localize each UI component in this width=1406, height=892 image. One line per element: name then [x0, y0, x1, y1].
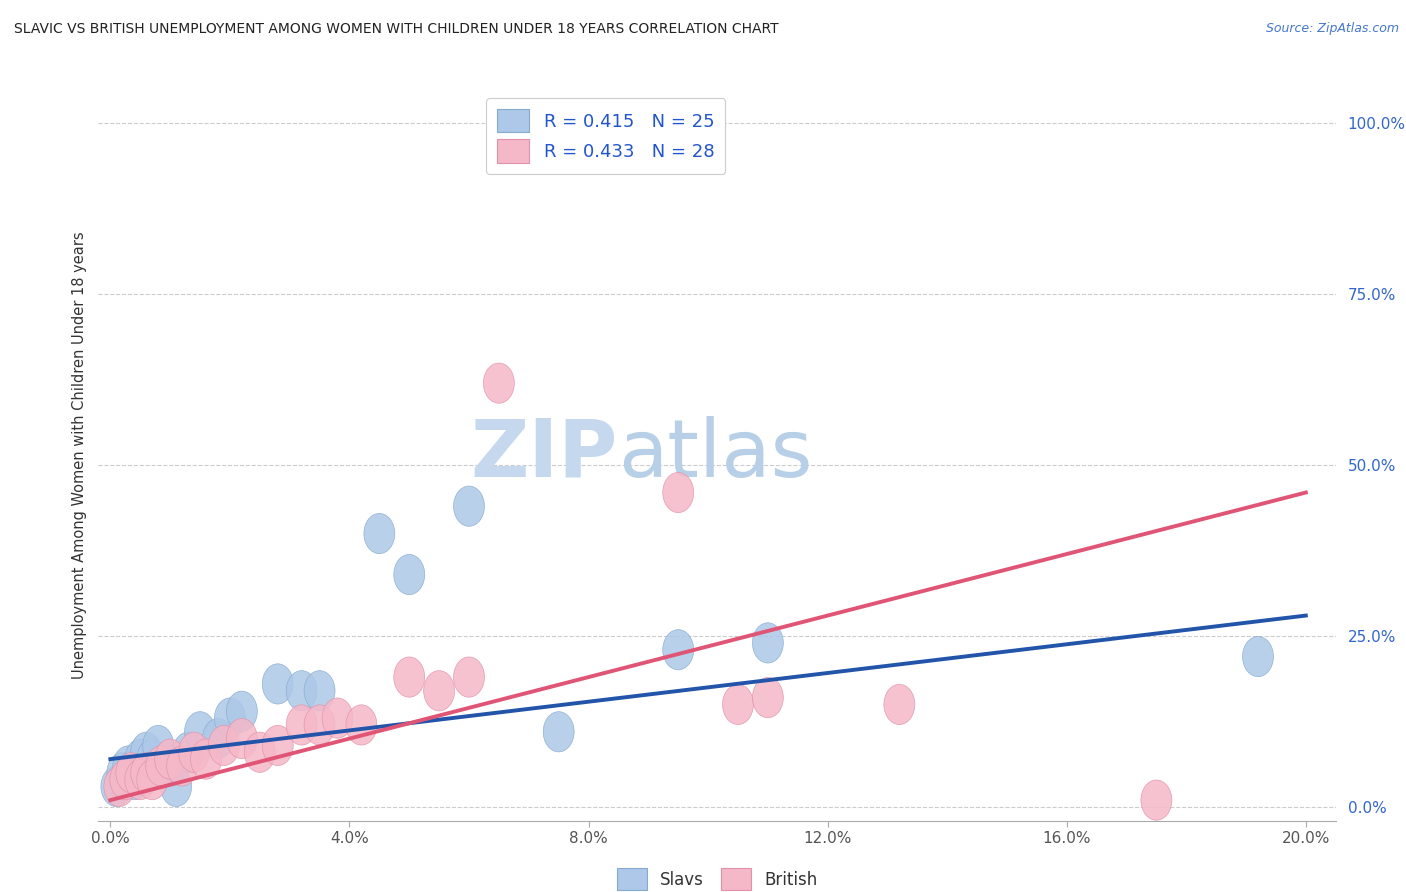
Ellipse shape: [394, 555, 425, 595]
Ellipse shape: [125, 759, 156, 800]
Ellipse shape: [394, 657, 425, 698]
Ellipse shape: [115, 753, 146, 793]
Ellipse shape: [160, 766, 191, 806]
Ellipse shape: [215, 698, 246, 739]
Ellipse shape: [107, 753, 138, 793]
Text: atlas: atlas: [619, 416, 813, 494]
Ellipse shape: [723, 684, 754, 724]
Ellipse shape: [346, 705, 377, 745]
Ellipse shape: [1140, 780, 1171, 821]
Ellipse shape: [752, 678, 783, 718]
Ellipse shape: [662, 630, 693, 670]
Ellipse shape: [423, 671, 454, 711]
Ellipse shape: [104, 766, 135, 806]
Ellipse shape: [112, 746, 143, 786]
Ellipse shape: [304, 705, 335, 745]
Ellipse shape: [304, 671, 335, 711]
Ellipse shape: [143, 725, 174, 765]
Ellipse shape: [263, 664, 294, 704]
Text: ZIP: ZIP: [471, 416, 619, 494]
Ellipse shape: [287, 705, 318, 745]
Ellipse shape: [226, 718, 257, 759]
Ellipse shape: [752, 623, 783, 663]
Ellipse shape: [136, 739, 167, 780]
Ellipse shape: [884, 684, 915, 724]
Ellipse shape: [543, 712, 574, 752]
Ellipse shape: [101, 766, 132, 806]
Ellipse shape: [125, 739, 156, 780]
Ellipse shape: [322, 698, 353, 739]
Ellipse shape: [179, 732, 209, 772]
Ellipse shape: [146, 746, 177, 786]
Ellipse shape: [263, 725, 294, 765]
Ellipse shape: [454, 486, 485, 526]
Ellipse shape: [155, 746, 186, 786]
Ellipse shape: [191, 739, 222, 780]
Ellipse shape: [167, 746, 198, 786]
Ellipse shape: [364, 514, 395, 554]
Text: Source: ZipAtlas.com: Source: ZipAtlas.com: [1265, 22, 1399, 36]
Ellipse shape: [120, 759, 150, 800]
Ellipse shape: [136, 759, 167, 800]
Ellipse shape: [226, 691, 257, 731]
Text: SLAVIC VS BRITISH UNEMPLOYMENT AMONG WOMEN WITH CHILDREN UNDER 18 YEARS CORRELAT: SLAVIC VS BRITISH UNEMPLOYMENT AMONG WOM…: [14, 22, 779, 37]
Ellipse shape: [662, 473, 693, 513]
Ellipse shape: [484, 363, 515, 403]
Ellipse shape: [454, 657, 485, 698]
Ellipse shape: [131, 732, 162, 772]
Ellipse shape: [173, 732, 204, 772]
Y-axis label: Unemployment Among Women with Children Under 18 years: Unemployment Among Women with Children U…: [72, 231, 87, 679]
Ellipse shape: [131, 753, 162, 793]
Ellipse shape: [287, 671, 318, 711]
Ellipse shape: [208, 725, 239, 765]
Ellipse shape: [202, 718, 233, 759]
Ellipse shape: [184, 712, 215, 752]
Ellipse shape: [1243, 637, 1274, 677]
Ellipse shape: [110, 759, 141, 800]
Legend: Slavs, British: Slavs, British: [610, 862, 824, 892]
Ellipse shape: [245, 732, 276, 772]
Ellipse shape: [155, 739, 186, 780]
